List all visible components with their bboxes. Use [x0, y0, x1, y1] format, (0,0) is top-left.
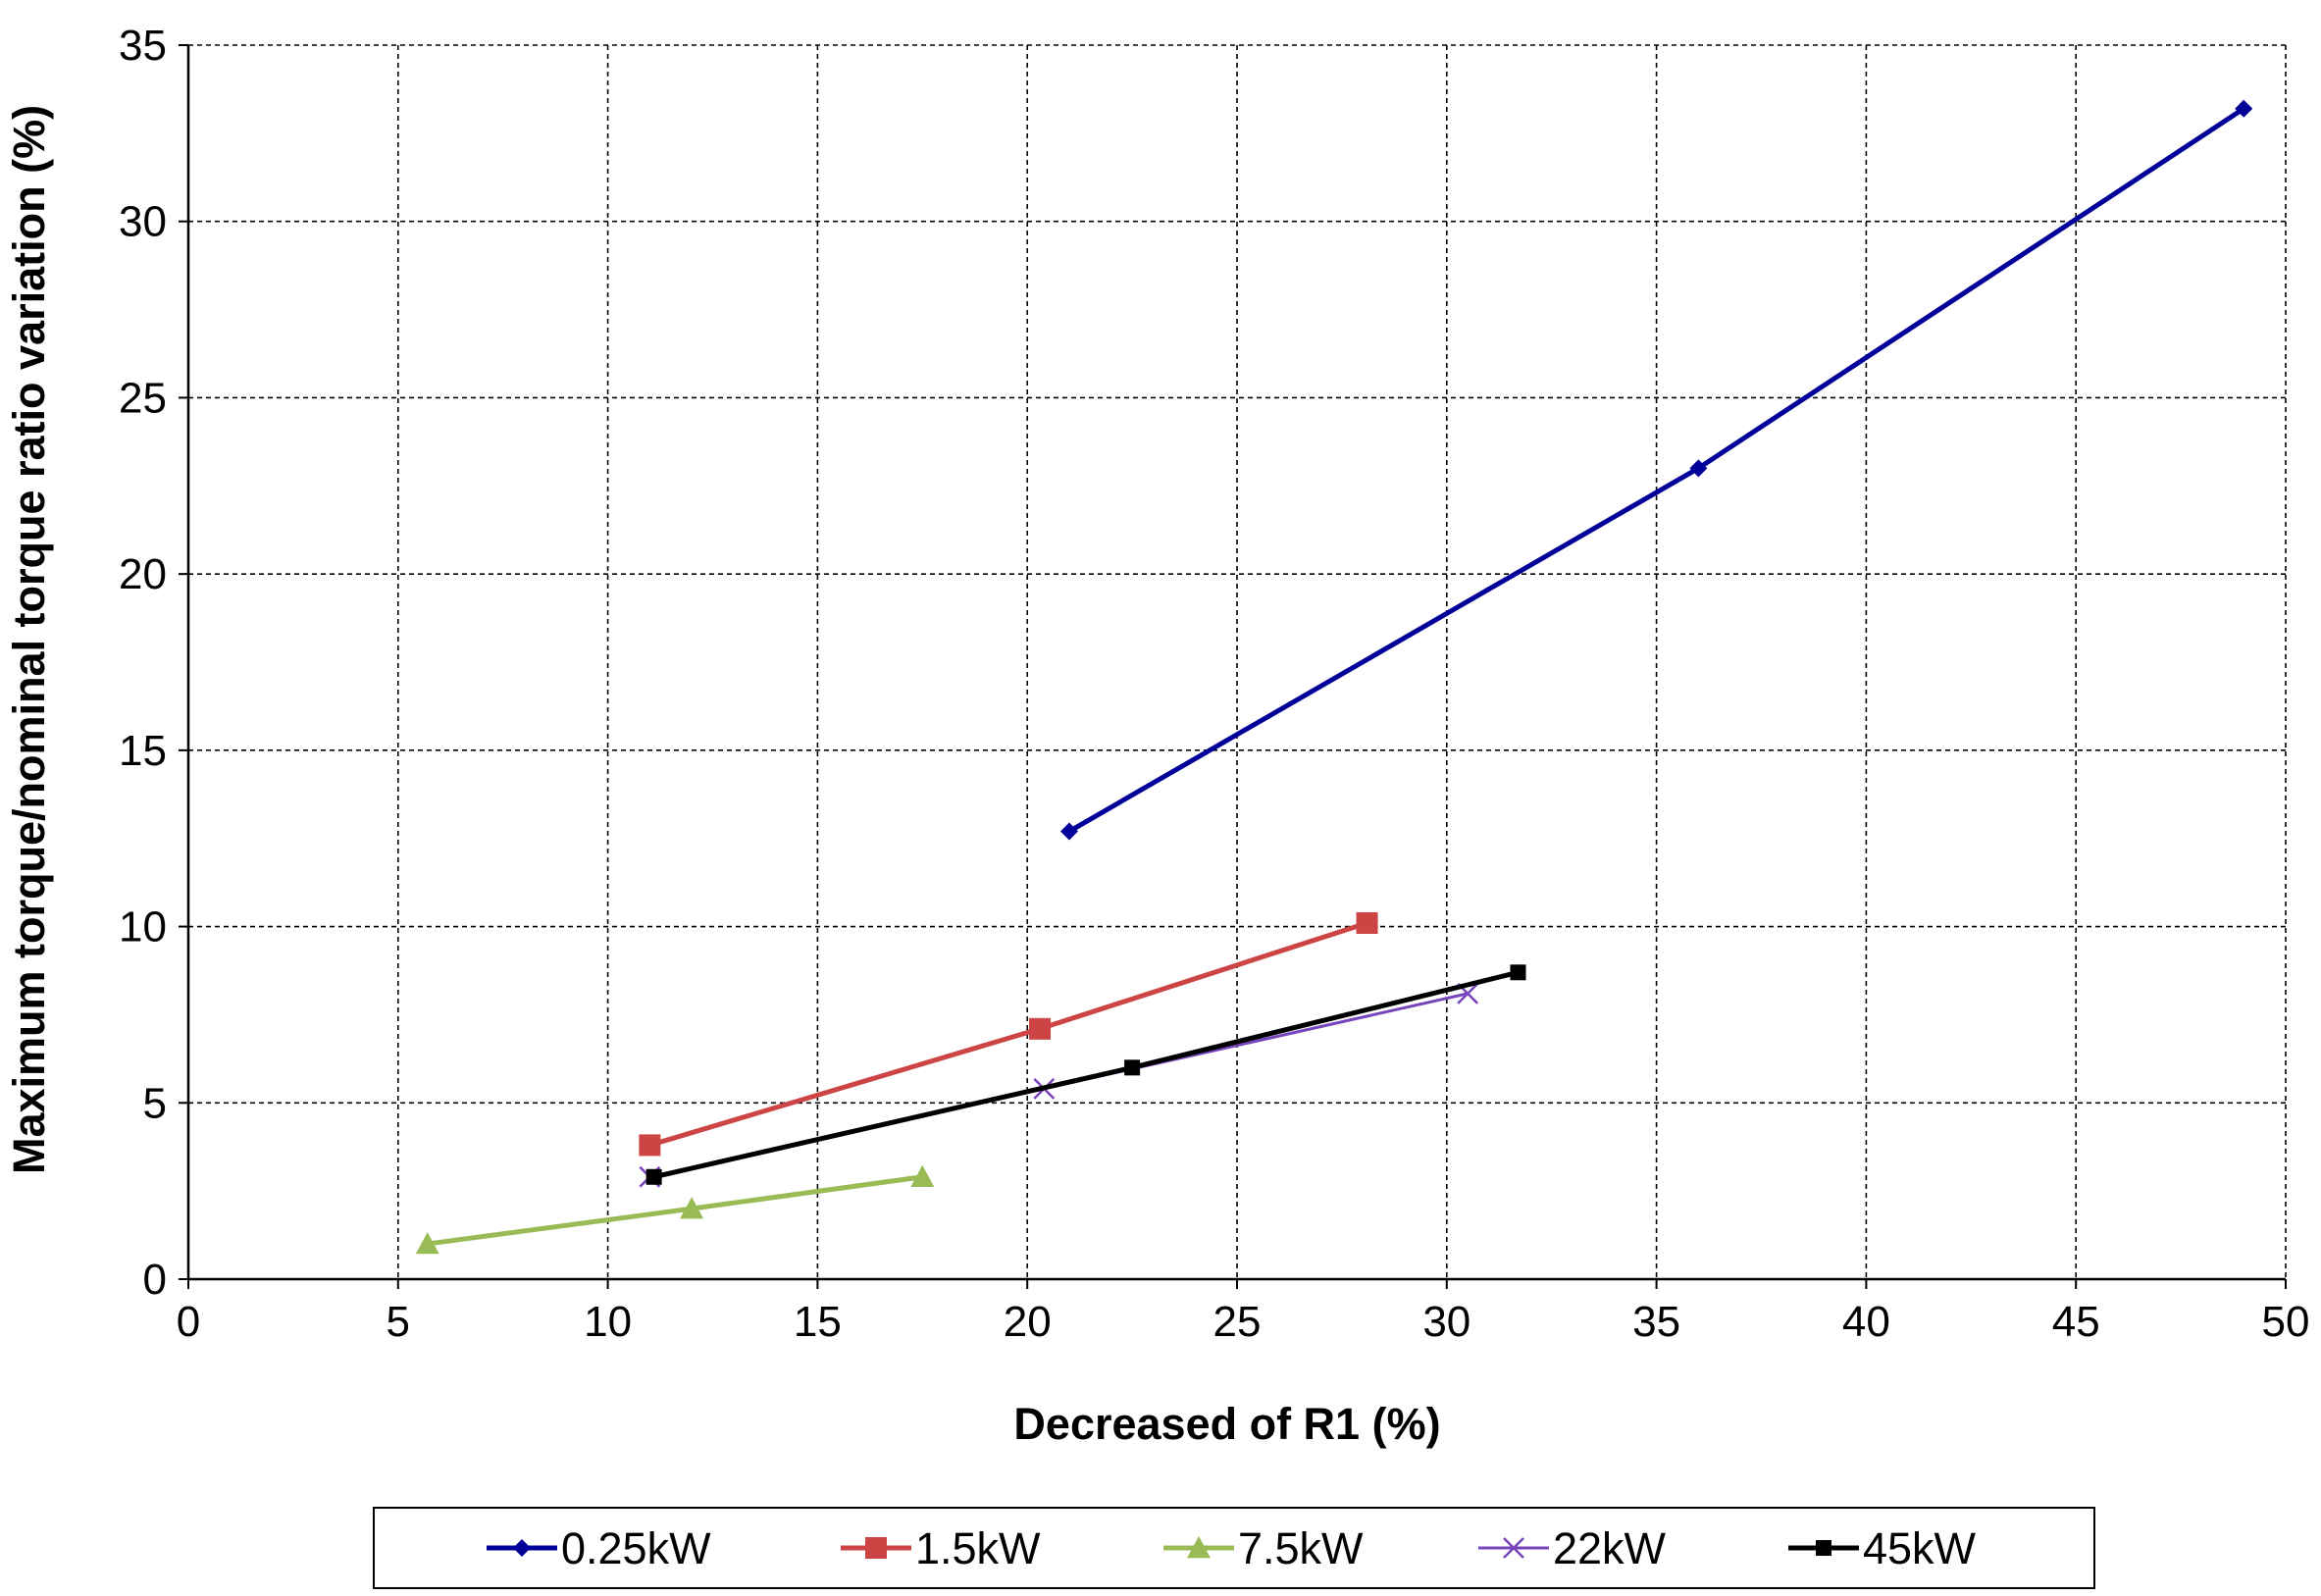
y-tick-label: 0 — [143, 1256, 167, 1304]
data-point — [1510, 964, 1525, 980]
x-tick-label: 50 — [2262, 1298, 2310, 1346]
legend-label: 0.25kW — [561, 1523, 711, 1573]
line-chart: 0 5 10 15 20 25 30 35 40 45 50 0 5 10 15 20 25 30 35 Decre… — [0, 0, 2321, 1596]
x-tick-label: 30 — [1422, 1298, 1470, 1346]
legend-label: 22kW — [1553, 1523, 1667, 1573]
x-axis-title: Decreased of R1 (%) — [1013, 1399, 1440, 1449]
x-tick-label: 40 — [1842, 1298, 1890, 1346]
x-tick-label: 10 — [584, 1298, 632, 1346]
data-point — [1357, 912, 1378, 934]
legend-marker — [1816, 1540, 1831, 1556]
x-tick-label: 5 — [387, 1298, 410, 1346]
y-tick-label: 35 — [119, 22, 167, 70]
x-tick-label: 35 — [1632, 1298, 1680, 1346]
legend: 0.25kW 1.5kW 7.5kW 22kW 45kW — [374, 1508, 2094, 1588]
legend-marker — [865, 1537, 887, 1559]
y-axis-title: Maximum torque/nominal torque ratio vari… — [4, 105, 54, 1174]
x-tick-label: 15 — [794, 1298, 842, 1346]
data-point — [1029, 1018, 1051, 1040]
x-tick-label: 25 — [1213, 1298, 1262, 1346]
y-tick-label: 30 — [119, 198, 167, 246]
y-tick-label: 25 — [119, 374, 167, 422]
y-tick-label: 20 — [119, 550, 167, 598]
data-point — [1124, 1059, 1140, 1075]
x-tick-label: 0 — [177, 1298, 200, 1346]
legend-label: 45kW — [1863, 1523, 1977, 1573]
x-tick-label: 20 — [1004, 1298, 1052, 1346]
y-tick-label: 15 — [119, 727, 167, 775]
data-point — [639, 1134, 660, 1156]
data-point — [646, 1169, 662, 1185]
legend-label: 7.5kW — [1238, 1523, 1364, 1573]
legend-label: 1.5kW — [915, 1523, 1041, 1573]
y-tick-label: 10 — [119, 903, 167, 952]
x-tick-label: 45 — [2052, 1298, 2100, 1346]
y-tick-label: 5 — [143, 1079, 167, 1127]
chart-background — [0, 0, 2321, 1596]
